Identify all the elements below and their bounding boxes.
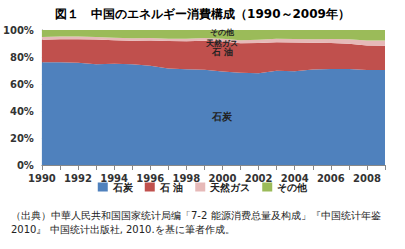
svg-text:天然ガス: 天然ガス [209,182,250,193]
svg-text:100%: 100% [3,25,34,36]
svg-text:20%: 20% [10,133,34,144]
svg-text:その他: その他 [277,182,308,193]
svg-text:1990: 1990 [28,173,56,184]
svg-text:2000: 2000 [208,172,237,184]
svg-text:2008: 2008 [353,173,381,184]
svg-text:石炭: 石炭 [211,111,233,122]
svg-text:0%: 0% [17,160,34,171]
svg-text:1992: 1992 [64,173,92,184]
svg-text:図１ 中国のエネルギー消費構成（1990～2009年）: 図１ 中国のエネルギー消費構成（1990～2009年） [55,7,350,21]
svg-text:天然ガス: 天然ガス [205,39,238,48]
svg-text:2006: 2006 [317,173,345,184]
svg-text:2004: 2004 [280,172,309,184]
svg-text:2002: 2002 [244,172,273,184]
svg-text:石炭: 石炭 [112,182,134,193]
svg-text:1994: 1994 [100,172,128,184]
svg-text:（出典）中華人民共和国国家统计局编「7-2 能源消费总量及构: （出典）中華人民共和国国家统计局编「7-2 能源消费总量及构成」『中国统计年鉴 [11,210,381,221]
svg-text:40%: 40% [10,106,34,117]
svg-text:石 油: 石 油 [211,47,233,57]
svg-text:60%: 60% [10,79,34,90]
svg-text:2010』 中国统计出版社, 2010.を基に筆者作成。: 2010』 中国统计出版社, 2010.を基に筆者作成。 [11,224,235,235]
svg-text:1996: 1996 [136,172,165,184]
svg-text:石 油: 石 油 [159,182,183,193]
svg-text:その他: その他 [210,28,235,37]
svg-text:80%: 80% [10,52,34,63]
svg-text:1998: 1998 [172,172,201,184]
